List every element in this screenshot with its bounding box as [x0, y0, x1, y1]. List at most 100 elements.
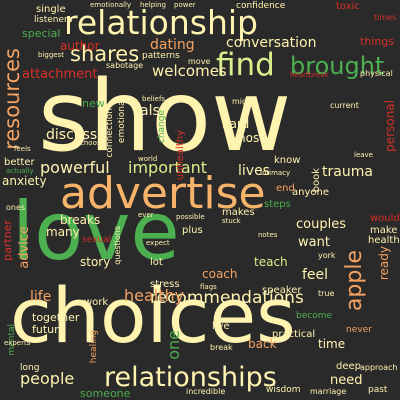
word-stress: stress — [150, 279, 180, 290]
word-steps: steps — [264, 199, 291, 210]
word-power: power — [174, 1, 196, 9]
word-find: find — [216, 47, 275, 83]
word-approach: approach — [360, 363, 398, 372]
word-dating: dating — [150, 37, 195, 53]
word-times: times — [374, 13, 397, 22]
word-anyone: anyone — [292, 187, 329, 198]
word-beliefs: beliefs — [142, 95, 166, 103]
word-feels: feels — [14, 145, 31, 153]
word-heartbreak: heartbreak — [290, 71, 329, 79]
word-sexual: sexual — [82, 235, 112, 245]
word-emotional: emotional — [117, 98, 127, 144]
word-emotionally: emotionally — [90, 1, 132, 9]
word-many: many — [46, 225, 80, 239]
word-couples: couples — [296, 217, 346, 232]
word-book: book — [311, 168, 322, 193]
word-possible: possible — [176, 213, 205, 221]
word-would: would — [370, 213, 400, 224]
word-resources: resources — [0, 48, 24, 150]
word-lot: lot — [150, 257, 163, 268]
word-important: important — [128, 158, 208, 177]
word-time: time — [318, 337, 346, 351]
word-partner: partner — [1, 220, 14, 261]
word-host: host — [238, 131, 264, 145]
word-also: also — [140, 103, 169, 119]
word-ready: ready — [377, 246, 391, 281]
word-leave: leave — [354, 151, 373, 159]
word-current: current — [330, 101, 359, 110]
word-things: things — [360, 35, 395, 48]
word-advertise: advertise — [60, 168, 266, 219]
word-ones: ones — [6, 203, 26, 212]
word-experts: experts — [4, 339, 31, 347]
word-healthy: healthy — [124, 286, 185, 305]
word-choose: choose — [80, 139, 105, 147]
word-might: might — [232, 97, 256, 106]
word-author: author — [60, 39, 100, 53]
word-breaks: breaks — [60, 213, 101, 227]
word-actually: actually — [6, 167, 34, 175]
word-questions: questions — [113, 226, 122, 265]
word-long: long — [20, 363, 40, 373]
word-notes: notes — [258, 231, 278, 239]
word-relationship: relationship — [64, 3, 258, 42]
word-conversation: conversation — [226, 35, 317, 51]
word-one: one — [164, 330, 183, 360]
word-welcomes: welcomes — [152, 62, 227, 80]
word-york: york — [318, 251, 336, 260]
word-never: never — [346, 325, 372, 335]
word-true: true — [318, 289, 335, 298]
word-speaker: speaker — [262, 285, 302, 296]
word-flags: flags — [200, 283, 217, 291]
word-unhealthy: unhealthy — [175, 130, 186, 181]
word-end: end — [276, 183, 295, 194]
word-become: become — [296, 311, 333, 321]
word-break: break — [210, 343, 233, 352]
word-plus: plus — [182, 225, 203, 236]
word-past: past — [368, 385, 388, 395]
word-relationships: relationships — [104, 362, 277, 393]
word-change: change — [157, 110, 167, 144]
word-lives: lives — [238, 163, 270, 179]
word-love: love — [12, 185, 180, 278]
word-sabotage: sabotage — [106, 61, 144, 70]
word-physical: physical — [360, 69, 393, 78]
word-special: special — [22, 27, 61, 40]
word-expect: expect — [146, 239, 170, 247]
word-feel: feel — [302, 267, 329, 283]
word-intimacy: intimacy — [260, 169, 291, 177]
word-recommendations: recommendations — [150, 288, 304, 308]
word-want: want — [298, 235, 330, 250]
word-ever: ever — [138, 211, 154, 219]
word-marriage: marriage — [310, 387, 347, 396]
word-better: better — [4, 157, 35, 168]
word-confidence: confidence — [236, 1, 286, 11]
word-need: need — [330, 373, 363, 388]
word-people: people — [20, 369, 75, 388]
word-story: story — [80, 255, 111, 269]
word-show: show — [38, 60, 292, 174]
word-practical: practical — [272, 329, 316, 340]
word-anxiety: anxiety — [2, 174, 47, 188]
word-helping: helping — [140, 1, 166, 9]
word-know: know — [274, 155, 301, 166]
word-future: future — [32, 323, 66, 336]
word-toxic: toxic — [336, 1, 360, 12]
word-someone: someone — [80, 387, 131, 400]
word-coach: coach — [202, 267, 238, 281]
word-personal: personal — [383, 100, 397, 152]
word-deep: deep — [336, 361, 361, 372]
word-powerful: powerful — [40, 158, 110, 177]
word-health: health — [368, 235, 400, 246]
word-work: work — [84, 297, 109, 308]
word-brought: brought — [290, 52, 385, 80]
word-discuss: discuss — [46, 127, 98, 143]
word-shares: shares — [70, 42, 140, 66]
word-apple: apple — [342, 250, 367, 312]
word-patterns: patterns — [142, 51, 180, 61]
word-together: together — [32, 311, 80, 324]
word-choices: choices — [10, 271, 296, 360]
word-wisdom: wisdom — [266, 385, 301, 395]
word-advice: advice — [17, 226, 32, 269]
